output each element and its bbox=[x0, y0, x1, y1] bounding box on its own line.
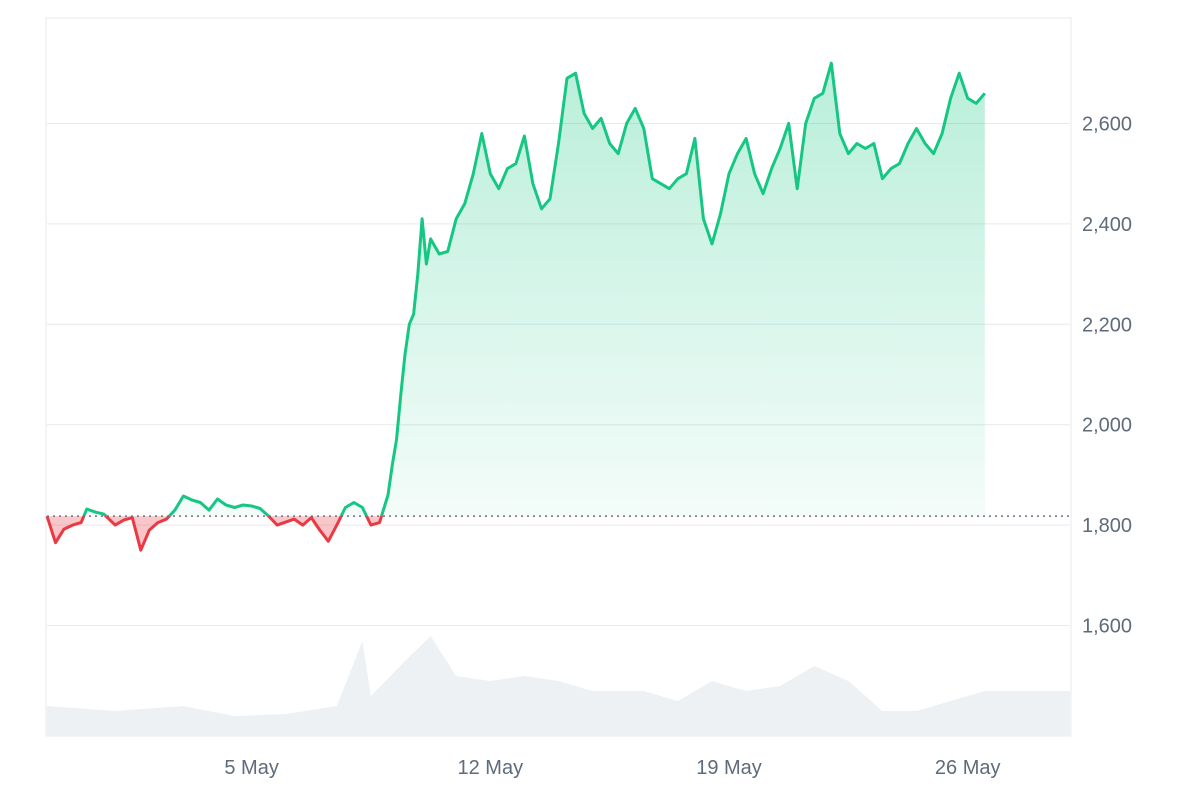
x-tick-label: 19 May bbox=[696, 757, 762, 779]
y-tick-label: 2,200 bbox=[1082, 314, 1132, 336]
price-line-above bbox=[47, 61, 986, 517]
y-tick-label: 2,000 bbox=[1082, 415, 1132, 437]
x-tick-label: 26 May bbox=[935, 757, 1001, 779]
price-series bbox=[45, 61, 986, 552]
x-tick-label: 12 May bbox=[458, 757, 524, 779]
y-tick-label: 1,800 bbox=[1082, 515, 1132, 537]
x-axis-ticks: 5 May 12 May 19 May 26 May bbox=[224, 757, 1000, 779]
y-axis-ticks: 1,600 1,800 2,000 2,200 2,400 2,600 bbox=[1082, 113, 1132, 637]
volume-area-path bbox=[47, 636, 1070, 736]
y-tick-label: 2,400 bbox=[1082, 214, 1132, 236]
price-area-above bbox=[83, 63, 985, 517]
volume-area bbox=[47, 636, 1070, 736]
x-tick-label: 5 May bbox=[224, 757, 278, 779]
y-tick-label: 1,600 bbox=[1082, 616, 1132, 638]
y-tick-label: 2,600 bbox=[1082, 113, 1132, 135]
